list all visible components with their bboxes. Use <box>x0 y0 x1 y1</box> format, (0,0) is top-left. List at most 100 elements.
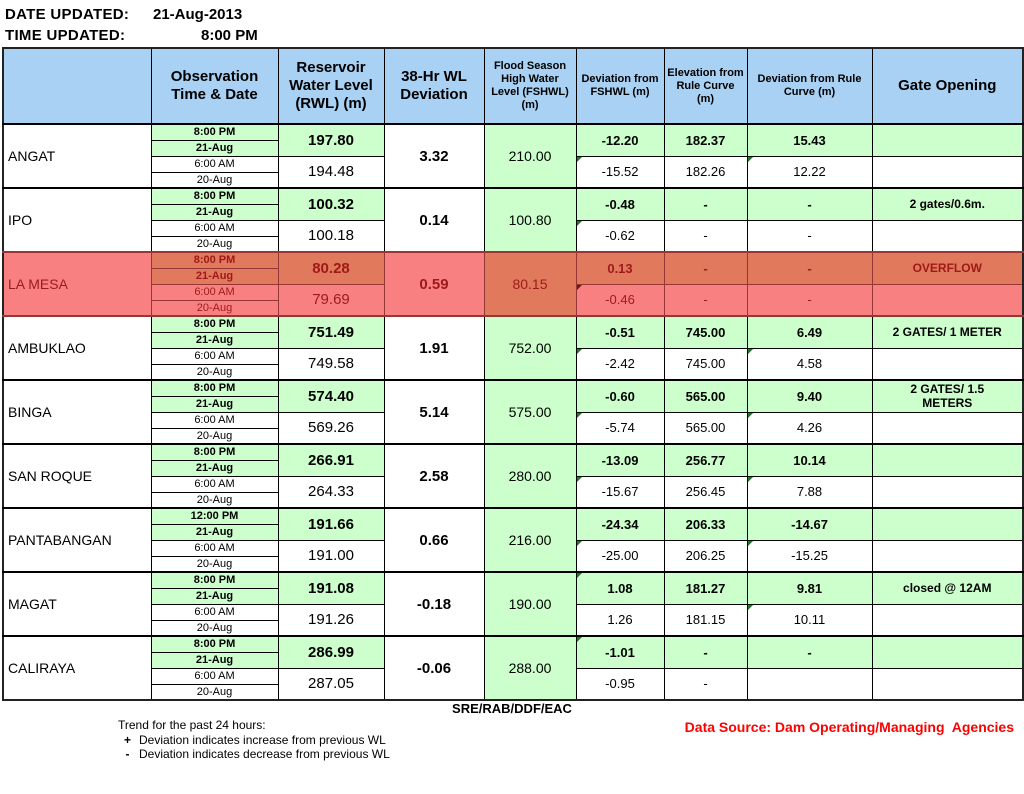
rwl-value-cell: 569.26 <box>277 411 385 445</box>
fshwl-cell: 100.80 <box>483 187 577 253</box>
rwl-value-cell: 197.80 <box>277 123 385 157</box>
deviation-rule-curve-cell: -15.25 <box>746 539 873 573</box>
col-header-observation: Observation Time & Date <box>150 47 279 125</box>
rwl-value-cell: 287.05 <box>277 667 385 701</box>
dam-name-cell: PANTABANGAN <box>2 507 152 573</box>
obs-time-cell: 8:00 PM <box>150 571 279 589</box>
elevation-rule-curve-cell: 181.15 <box>663 603 748 637</box>
dam-subrow: 21-Aug <box>3 267 1023 285</box>
deviation-fshwl-cell: -13.09 <box>575 443 665 477</box>
fshwl-cell: 210.00 <box>483 123 577 189</box>
deviation-rule-curve-cell: - <box>746 635 873 669</box>
elevation-rule-curve-cell: - <box>663 187 748 221</box>
rwl-value-cell: 191.00 <box>277 539 385 573</box>
elevation-rule-curve-cell: 206.25 <box>663 539 748 573</box>
gate-opening-cell <box>871 635 1024 669</box>
deviation-rule-curve-cell: - <box>746 187 873 221</box>
deviation-rule-curve-cell: 9.81 <box>746 571 873 605</box>
obs-time-cell: 6:00 AM <box>150 539 279 557</box>
obs-time-cell: 8:00 PM <box>150 379 279 397</box>
obs-time-cell: 6:00 AM <box>150 411 279 429</box>
fshwl-cell: 752.00 <box>483 315 577 381</box>
dam-row: PANTABANGAN 12:00 PM 191.66 0.66 216.00 -24.3… <box>2 507 1024 573</box>
rwl-value-cell: 100.32 <box>277 187 385 221</box>
deviation-fshwl-cell: -5.74 <box>575 411 665 445</box>
dam-name-cell: IPO <box>2 187 152 253</box>
rwl-value-cell: 80.28 <box>277 251 385 285</box>
deviation-fshwl-cell: -1.01 <box>575 635 665 669</box>
rwl-value-cell: 286.99 <box>277 635 385 669</box>
dam-water-level-bulletin: DATE UPDATED: 21-Aug-2013 TIME UPDATED: … <box>0 4 1024 761</box>
date-updated-label: DATE UPDATED: <box>5 6 130 23</box>
obs-date-cell: 20-Aug <box>150 235 279 253</box>
wl-deviation-38hr-cell: -0.06 <box>383 635 485 701</box>
obs-time-cell: 8:00 PM <box>150 635 279 653</box>
elevation-rule-curve-cell: - <box>663 283 748 317</box>
obs-time-cell: 8:00 PM <box>150 251 279 269</box>
dam-subrow: 6:00 AM 79.69 -0.46- - <box>3 283 1024 317</box>
time-updated-row: TIME UPDATED: 8:00 PM <box>5 25 1024 46</box>
time-updated-label: TIME UPDATED: <box>5 27 126 44</box>
fshwl-cell: 190.00 <box>483 571 577 637</box>
obs-time-cell: 8:00 PM <box>150 187 279 205</box>
trend-legend: Trend for the past 24 hours: + Deviation… <box>118 718 390 761</box>
trend-increase-line: + Deviation indicates increase from prev… <box>118 733 390 747</box>
wl-deviation-38hr-cell: 5.14 <box>383 379 485 445</box>
elevation-rule-curve-cell: 256.45 <box>663 475 748 509</box>
dam-row: ANGAT 8:00 PM 197.80 3.32 210.00 -12.20 182.37… <box>2 123 1024 189</box>
gate-opening-cell <box>871 475 1024 509</box>
gate-opening-cell: 2 gates/0.6m. <box>871 187 1024 221</box>
wl-deviation-38hr-cell: 0.66 <box>383 507 485 573</box>
rwl-value-cell: 574.40 <box>277 379 385 413</box>
gate-opening-cell <box>871 411 1024 445</box>
rwl-value-cell: 194.48 <box>277 155 385 189</box>
prepared-by-initials: SRE/RAB/DDF/EAC <box>452 701 572 716</box>
dam-subrow: 6:00 AM 749.58 -2.42 745.00 4.58 <box>3 347 1024 381</box>
obs-date-cell: 20-Aug <box>150 171 279 189</box>
deviation-rule-curve-cell: - <box>746 219 873 253</box>
deviation-rule-curve-cell: 9.40 <box>746 379 873 413</box>
gate-opening-cell: 2 GATES/ 1.5 METERS <box>871 379 1024 413</box>
rwl-value-cell: 264.33 <box>277 475 385 509</box>
dam-subrow: 6:00 AM 100.18 -0.62- - <box>3 219 1024 253</box>
gate-opening-cell: closed @ 12AM <box>871 571 1024 605</box>
time-updated-value: 8:00 PM <box>201 27 258 44</box>
obs-date-cell: 20-Aug <box>150 299 279 317</box>
col-header-deviation-fshwl: Deviation from FSHWL (m) <box>575 47 665 125</box>
dam-name-cell: AMBUKLAO <box>2 315 152 381</box>
dam-subrow: 6:00 AM 191.26 1.26 181.15 10.11 <box>3 603 1024 637</box>
gate-opening-cell <box>871 443 1024 477</box>
dam-subrow: 6:00 AM 569.26 -5.74 565.00 4.26 <box>3 411 1024 445</box>
obs-date-cell: 20-Aug <box>150 363 279 381</box>
obs-date-cell: 21-Aug <box>150 587 279 605</box>
deviation-fshwl-cell: -0.60 <box>575 379 665 413</box>
obs-date-cell: 20-Aug <box>150 427 279 445</box>
elevation-rule-curve-cell: 565.00 <box>663 379 748 413</box>
obs-date-cell: 21-Aug <box>150 331 279 349</box>
footer: Trend for the past 24 hours: + Deviation… <box>0 716 1024 761</box>
date-updated-row: DATE UPDATED: 21-Aug-2013 <box>5 4 1024 25</box>
deviation-rule-curve-cell: - <box>746 251 873 285</box>
obs-date-cell: 21-Aug <box>150 203 279 221</box>
dam-subrow: 6:00 AM 264.33 -15.67 256.45 7.88 <box>3 475 1024 509</box>
rwl-value-cell: 266.91 <box>277 443 385 477</box>
obs-date-cell: 21-Aug <box>150 395 279 413</box>
col-header-gate-opening: Gate Opening <box>871 47 1024 125</box>
col-header-dam <box>2 47 152 125</box>
gate-opening-cell <box>871 123 1024 157</box>
wl-deviation-38hr-cell: 3.32 <box>383 123 485 189</box>
col-header-38hr-deviation: 38-Hr WL Deviation <box>383 47 485 125</box>
fshwl-cell: 80.15 <box>483 251 577 317</box>
col-header-fshwl: Flood Season High Water Level (FSHWL) (m… <box>483 47 577 125</box>
obs-date-cell: 20-Aug <box>150 619 279 637</box>
deviation-fshwl-cell: -0.95 <box>575 667 665 701</box>
deviation-fshwl-cell: -0.46 <box>575 283 665 317</box>
col-header-deviation-rule-curve: Deviation from Rule Curve (m) <box>746 47 873 125</box>
gate-opening-cell <box>871 667 1024 701</box>
obs-time-cell: 6:00 AM <box>150 603 279 621</box>
deviation-fshwl-cell: -12.20 <box>575 123 665 157</box>
fshwl-cell: 280.00 <box>483 443 577 509</box>
rwl-value-cell: 749.58 <box>277 347 385 381</box>
elevation-rule-curve-cell: 182.26 <box>663 155 748 189</box>
fshwl-cell: 575.00 <box>483 379 577 445</box>
